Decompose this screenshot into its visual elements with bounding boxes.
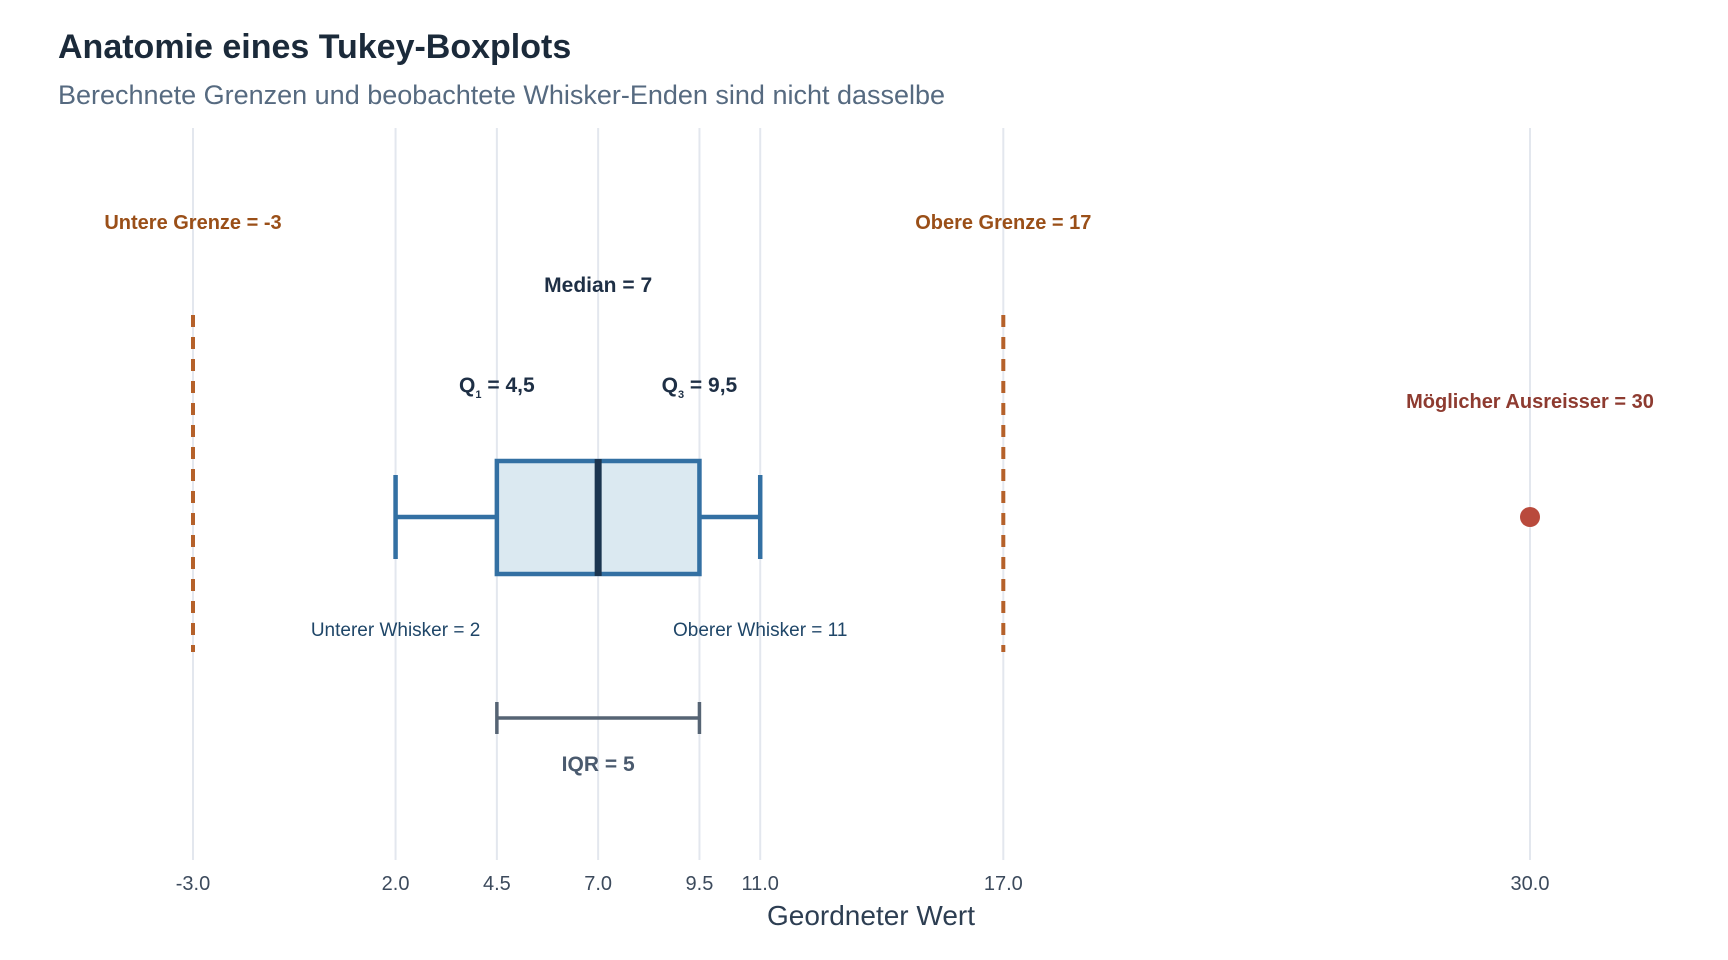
- x-tick-label: 30.0: [1511, 873, 1550, 895]
- box-and-whiskers: [393, 458, 763, 577]
- median-label: Median = 7: [544, 274, 652, 297]
- annotations: Untere Grenze = -3 Obere Grenze = 17 Med…: [104, 212, 1654, 776]
- outlier-label: Möglicher Ausreisser = 30: [1406, 391, 1654, 413]
- chart-subtitle: Berechnete Grenzen und beobachtete Whisk…: [58, 80, 946, 110]
- lower-fence-label: Untere Grenze = -3: [104, 212, 281, 234]
- iqr-label: IQR = 5: [562, 753, 635, 776]
- x-tick-label: 11.0: [741, 873, 778, 895]
- x-tick-label: 2.0: [382, 873, 410, 895]
- upper-whisker-label: Oberer Whisker = 11: [673, 620, 847, 641]
- x-tick-label: 4.5: [483, 873, 511, 895]
- q3-label-subscript: 3: [678, 389, 684, 401]
- q1-label-value: = 4,5: [482, 374, 535, 397]
- q3-label: Q3 = 9,5: [662, 374, 738, 401]
- x-tick-label: 9.5: [686, 873, 714, 895]
- x-axis-ticks: -3.0 2.0 4.5 7.0 9.5 11.0 17.0 30.0: [176, 873, 1550, 895]
- lower-whisker-label: Unterer Whisker = 2: [311, 620, 480, 641]
- x-tick-label: 17.0: [984, 873, 1023, 895]
- x-tick-label: -3.0: [176, 873, 210, 895]
- outlier-point: [1520, 507, 1540, 527]
- x-tick-label: 7.0: [584, 873, 612, 895]
- q1-label-subscript: 1: [475, 389, 481, 401]
- chart-title: Anatomie eines Tukey-Boxplots: [58, 28, 572, 66]
- outlier-points: [1520, 507, 1540, 527]
- q1-label: Q1 = 4,5: [459, 374, 535, 401]
- q3-label-value: = 9,5: [684, 374, 737, 397]
- q3-label-prefix: Q: [662, 374, 678, 397]
- iqr-bracket: [495, 702, 702, 734]
- q1-label-prefix: Q: [459, 374, 475, 397]
- upper-fence-label: Obere Grenze = 17: [915, 212, 1091, 234]
- x-axis-label: Geordneter Wert: [767, 900, 975, 931]
